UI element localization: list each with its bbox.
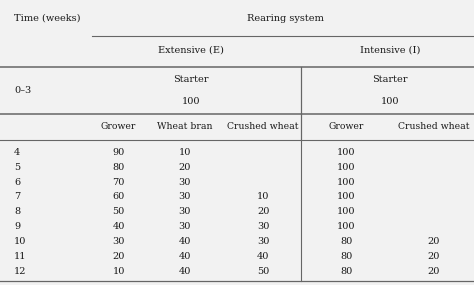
Text: 7: 7 — [14, 192, 20, 201]
Text: 12: 12 — [14, 266, 27, 276]
Text: 80: 80 — [112, 163, 125, 172]
Text: 40: 40 — [179, 252, 191, 261]
Text: 100: 100 — [337, 192, 356, 201]
Text: 20: 20 — [179, 163, 191, 172]
Text: 100: 100 — [337, 148, 356, 157]
Text: 100: 100 — [182, 97, 200, 106]
Text: 40: 40 — [112, 222, 125, 231]
Text: 8: 8 — [14, 207, 20, 216]
Text: 5: 5 — [14, 163, 20, 172]
Text: 70: 70 — [112, 178, 125, 187]
Text: 40: 40 — [179, 237, 191, 246]
Text: 80: 80 — [340, 237, 352, 246]
Text: 4: 4 — [14, 148, 20, 157]
Text: Wheat bran: Wheat bran — [157, 122, 213, 131]
Text: Starter: Starter — [372, 75, 408, 84]
Text: Time (weeks): Time (weeks) — [14, 14, 81, 23]
Text: 50: 50 — [112, 207, 125, 216]
Text: 11: 11 — [14, 252, 27, 261]
Text: 0–3: 0–3 — [14, 86, 31, 95]
Text: Rearing system: Rearing system — [247, 14, 324, 23]
Text: 100: 100 — [337, 163, 356, 172]
Text: 20: 20 — [428, 252, 440, 261]
Text: 90: 90 — [112, 148, 125, 157]
Text: Extensive (E): Extensive (E) — [158, 45, 224, 54]
Text: 100: 100 — [337, 222, 356, 231]
Text: Grower: Grower — [328, 122, 364, 131]
Text: Starter: Starter — [173, 75, 209, 84]
Text: 20: 20 — [112, 252, 125, 261]
Text: 9: 9 — [14, 222, 20, 231]
Text: Crushed wheat: Crushed wheat — [398, 122, 469, 131]
Text: 10: 10 — [14, 237, 27, 246]
Text: 6: 6 — [14, 178, 20, 187]
Text: 100: 100 — [337, 178, 356, 187]
Text: 50: 50 — [257, 266, 269, 276]
Text: 100: 100 — [337, 207, 356, 216]
Text: 30: 30 — [257, 222, 269, 231]
Text: 80: 80 — [340, 266, 352, 276]
Text: 30: 30 — [112, 237, 125, 246]
Text: 100: 100 — [381, 97, 399, 106]
Text: 30: 30 — [257, 237, 269, 246]
Text: 30: 30 — [179, 192, 191, 201]
Text: 20: 20 — [428, 237, 440, 246]
Text: 30: 30 — [179, 207, 191, 216]
Text: 30: 30 — [179, 178, 191, 187]
Text: Grower: Grower — [101, 122, 136, 131]
Text: Intensive (I): Intensive (I) — [360, 45, 420, 54]
Text: 40: 40 — [257, 252, 269, 261]
Text: 30: 30 — [179, 222, 191, 231]
Text: 10: 10 — [257, 192, 269, 201]
Text: 10: 10 — [179, 148, 191, 157]
Text: Crushed wheat: Crushed wheat — [228, 122, 299, 131]
Text: 40: 40 — [179, 266, 191, 276]
Text: 10: 10 — [112, 266, 125, 276]
Text: 80: 80 — [340, 252, 352, 261]
Text: 20: 20 — [428, 266, 440, 276]
Text: 20: 20 — [257, 207, 269, 216]
Text: 60: 60 — [112, 192, 125, 201]
